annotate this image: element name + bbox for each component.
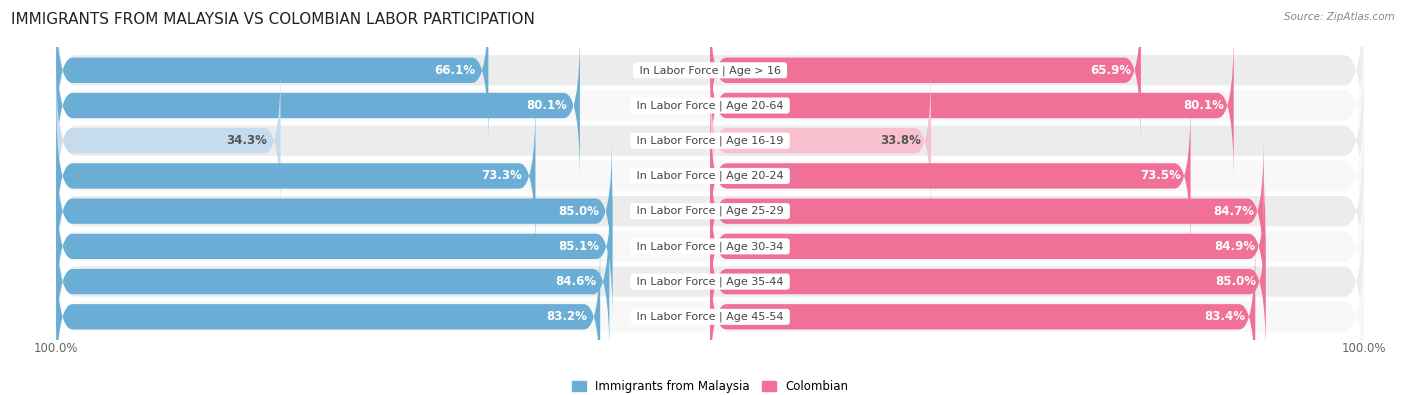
FancyBboxPatch shape: [710, 0, 1140, 146]
Text: 65.9%: 65.9%: [1090, 64, 1130, 77]
Text: 34.3%: 34.3%: [226, 134, 267, 147]
FancyBboxPatch shape: [56, 50, 1364, 231]
FancyBboxPatch shape: [56, 136, 612, 286]
FancyBboxPatch shape: [56, 30, 579, 181]
Text: 66.1%: 66.1%: [434, 64, 475, 77]
Text: In Labor Force | Age 30-34: In Labor Force | Age 30-34: [633, 241, 787, 252]
Text: In Labor Force | Age 25-29: In Labor Force | Age 25-29: [633, 206, 787, 216]
Text: IMMIGRANTS FROM MALAYSIA VS COLOMBIAN LABOR PARTICIPATION: IMMIGRANTS FROM MALAYSIA VS COLOMBIAN LA…: [11, 12, 536, 27]
FancyBboxPatch shape: [56, 85, 1364, 267]
Text: 84.6%: 84.6%: [555, 275, 596, 288]
Text: 80.1%: 80.1%: [1182, 99, 1223, 112]
FancyBboxPatch shape: [710, 30, 1233, 181]
Text: 73.5%: 73.5%: [1140, 169, 1181, 182]
Text: 85.0%: 85.0%: [558, 205, 599, 218]
Text: 85.0%: 85.0%: [1215, 275, 1256, 288]
FancyBboxPatch shape: [56, 156, 1364, 337]
Text: 73.3%: 73.3%: [482, 169, 523, 182]
FancyBboxPatch shape: [56, 241, 600, 392]
FancyBboxPatch shape: [710, 171, 1265, 322]
FancyBboxPatch shape: [710, 101, 1191, 251]
FancyBboxPatch shape: [710, 206, 1265, 357]
Text: In Labor Force | Age 16-19: In Labor Force | Age 16-19: [633, 135, 787, 146]
Text: 85.1%: 85.1%: [558, 240, 599, 253]
FancyBboxPatch shape: [56, 0, 1364, 161]
FancyBboxPatch shape: [56, 120, 1364, 302]
FancyBboxPatch shape: [56, 15, 1364, 196]
FancyBboxPatch shape: [56, 206, 609, 357]
Text: In Labor Force | Age 20-24: In Labor Force | Age 20-24: [633, 171, 787, 181]
Legend: Immigrants from Malaysia, Colombian: Immigrants from Malaysia, Colombian: [567, 376, 853, 395]
Text: 84.9%: 84.9%: [1215, 240, 1256, 253]
FancyBboxPatch shape: [56, 171, 613, 322]
Text: 83.4%: 83.4%: [1205, 310, 1246, 324]
Text: Source: ZipAtlas.com: Source: ZipAtlas.com: [1284, 12, 1395, 22]
FancyBboxPatch shape: [56, 101, 536, 251]
FancyBboxPatch shape: [56, 65, 280, 216]
Text: 84.7%: 84.7%: [1213, 205, 1254, 218]
Text: 83.2%: 83.2%: [547, 310, 588, 324]
FancyBboxPatch shape: [56, 0, 488, 146]
Text: In Labor Force | Age > 16: In Labor Force | Age > 16: [636, 65, 785, 75]
FancyBboxPatch shape: [56, 226, 1364, 395]
Text: In Labor Force | Age 45-54: In Labor Force | Age 45-54: [633, 312, 787, 322]
FancyBboxPatch shape: [710, 65, 931, 216]
Text: 80.1%: 80.1%: [526, 99, 567, 112]
Text: 33.8%: 33.8%: [880, 134, 921, 147]
FancyBboxPatch shape: [710, 136, 1264, 286]
FancyBboxPatch shape: [710, 241, 1256, 392]
Text: In Labor Force | Age 35-44: In Labor Force | Age 35-44: [633, 276, 787, 287]
Text: In Labor Force | Age 20-64: In Labor Force | Age 20-64: [633, 100, 787, 111]
FancyBboxPatch shape: [56, 191, 1364, 372]
